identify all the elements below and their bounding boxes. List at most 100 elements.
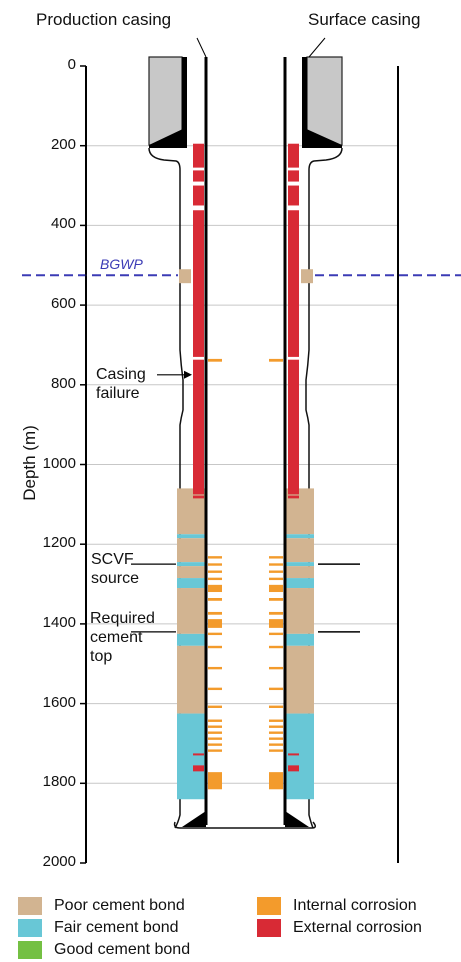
cement-interval-right [286, 538, 314, 563]
external-corrosion-right [288, 495, 299, 499]
scvf-line1: SCVF [91, 551, 134, 568]
external-corrosion-left [193, 210, 204, 357]
cement-interval-left [177, 633, 205, 646]
cement-interval-left [177, 534, 205, 539]
depth-tick-label: 1600 [42, 693, 76, 711]
internal-corrosion-left [208, 611, 222, 615]
cement-interval-right [286, 562, 314, 567]
legend-internal-corrosion: Internal corrosion [257, 897, 417, 915]
external-corrosion-right [288, 359, 299, 495]
internal-corrosion-left [208, 772, 222, 790]
internal-corrosion-left [208, 666, 222, 670]
surface-casing-shoe-left [149, 127, 187, 148]
external-corrosion-left [193, 359, 204, 495]
cement-top-line3: top [90, 648, 113, 665]
internal-corrosion-right [269, 719, 283, 722]
internal-corrosion-right [269, 749, 283, 752]
external-corrosion-left [193, 753, 204, 756]
internal-corrosion-left [208, 597, 222, 601]
depth-gridlines [86, 145, 398, 784]
scvf-line2: source [91, 570, 140, 587]
internal-corrosion-left [208, 645, 222, 649]
internal-corrosion-left [208, 687, 222, 691]
external-corrosion-right [288, 210, 299, 357]
internal-corrosion-right [269, 597, 283, 601]
depth-axis-label: Depth (m) [19, 425, 39, 501]
depth-tick-label: 200 [50, 135, 76, 153]
legend-poor-label: Poor cement bond [54, 897, 185, 914]
external-corrosion-left [193, 143, 204, 168]
production-casing-leader [196, 37, 207, 58]
cement-interval-right [286, 534, 314, 539]
external-corrosion-right [288, 765, 299, 772]
surface-casing-right-pipe [302, 57, 307, 147]
cement-interval-left [177, 578, 205, 589]
internal-corrosion-right [269, 645, 283, 649]
cement-interval-left [177, 645, 205, 714]
depth-tick-label: 2000 [42, 853, 76, 870]
casing-failure-line1: Casing [96, 366, 146, 383]
internal-corrosion-left [208, 632, 222, 636]
surface-casing-shoe-right [302, 127, 342, 148]
cement-interval-left [177, 566, 205, 579]
depth-tick-label: 800 [50, 374, 76, 392]
depth-tick-label: 1800 [42, 773, 76, 791]
internal-corrosion-right [269, 577, 283, 581]
external-corrosion-right [288, 170, 299, 182]
internal-corrosion-right [269, 584, 283, 593]
legend-fair-cement: Fair cement bond [18, 919, 179, 937]
cement-interval-right [286, 645, 314, 714]
cement-interval-left [177, 562, 205, 567]
legend-good-label: Good cement bond [54, 941, 191, 958]
production-casing-shoe-right [285, 811, 309, 827]
surface-casing-leader [308, 37, 326, 58]
depth-tick-label: 1000 [42, 454, 76, 472]
depth-tick-label: 1200 [42, 534, 76, 552]
external-corrosion-right [288, 753, 299, 756]
cement-top-line1: Required [90, 610, 155, 627]
internal-corrosion-left [208, 619, 222, 628]
cement-interval-right [301, 269, 313, 284]
cement-interval-right [286, 488, 314, 535]
external-corrosion-left [193, 185, 204, 206]
casing-failure-arrowhead [184, 370, 192, 379]
internal-corrosion-left [208, 743, 222, 746]
internal-corrosion-left [208, 570, 222, 573]
cement-top-line2: cement [90, 629, 143, 646]
borehole-bottom [173, 821, 316, 829]
internal-corrosion-left [208, 705, 222, 708]
surface-casing-left-pipe [182, 57, 187, 147]
external-corrosion-left [193, 765, 204, 772]
annotation-pointers [131, 370, 360, 633]
internal-corrosion-right [269, 743, 283, 746]
legend-good-cement: Good cement bond [18, 941, 190, 959]
internal-corrosion-left [208, 563, 222, 566]
external-corrosion-swatch [257, 919, 281, 937]
surface-cement-left [148, 56, 183, 146]
internal-corrosion-right [269, 687, 283, 691]
legend-poor-cement: Poor cement bond [18, 897, 185, 915]
legend-external-corrosion: External corrosion [257, 919, 422, 937]
internal-corrosion-left [208, 737, 222, 740]
internal-corrosion-right [269, 772, 283, 790]
surface-casing-header: Surface casing [308, 10, 421, 29]
internal-corrosion-right [269, 556, 283, 559]
internal-corrosion-left [208, 719, 222, 722]
internal-corrosion-right [269, 737, 283, 740]
external-corrosion-left [193, 170, 204, 182]
bgwp-label: BGWP [100, 256, 143, 272]
casing-failure-line2: failure [96, 385, 140, 402]
internal-corrosion-left [208, 731, 222, 734]
borehole-wall-left [148, 147, 184, 829]
depth-tick-label: 400 [50, 215, 76, 233]
cement-interval-left [179, 269, 191, 284]
internal-corrosion-right [269, 725, 283, 728]
legend-internal-label: Internal corrosion [293, 897, 417, 914]
internal-corrosion-left [208, 556, 222, 559]
external-corrosion-left [193, 495, 204, 499]
legend-fair-label: Fair cement bond [54, 919, 179, 936]
internal-corrosion-right [269, 358, 283, 362]
depth-axis-ticks [80, 65, 86, 864]
internal-corrosion-right [269, 619, 283, 628]
